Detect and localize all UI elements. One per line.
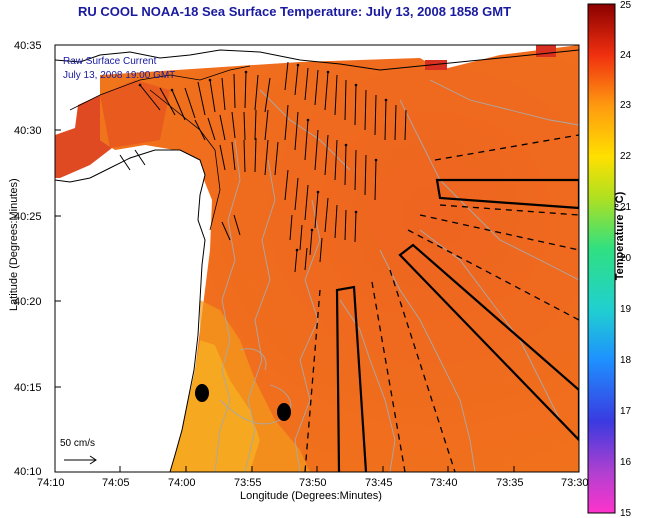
axis-ticks (54, 44, 580, 473)
cb-tick: 23 (620, 100, 632, 111)
coast-north (55, 49, 579, 71)
current-vectors (119, 61, 407, 273)
scale-arrow (64, 455, 97, 465)
vector-heads (138, 63, 388, 252)
sst-warm-patch-2 (100, 80, 170, 148)
cb-tick: 20 (620, 253, 632, 264)
mooring-marker-1 (195, 384, 209, 402)
cb-tick: 17 (620, 406, 632, 417)
cb-tick: 18 (620, 355, 632, 366)
cb-tick: 22 (620, 151, 632, 162)
y-axis-label: Latitude (Degrees:Minutes) (8, 178, 20, 311)
sst-hot-pixel-2 (536, 45, 556, 57)
bathymetry-contours (214, 79, 579, 472)
sst-warm-patch (55, 95, 112, 178)
y-tick: 40:25 (14, 211, 42, 223)
colorbar (587, 3, 616, 514)
x-tick: 73:40 (430, 477, 458, 489)
x-tick: 73:55 (234, 477, 262, 489)
cb-tick: 19 (620, 304, 632, 315)
cb-tick: 15 (620, 508, 632, 518)
legend-line-2: July 13, 2008 19:00 GMT (63, 70, 175, 81)
sst-cool-coastal (170, 340, 260, 472)
land-nj (55, 149, 206, 472)
legend-line-1: Raw Surface Current (63, 56, 157, 67)
cb-tick: 24 (620, 50, 632, 61)
x-tick: 73:30 (561, 477, 589, 489)
colorbar-ticks: 25 24 23 22 21 20 19 18 17 16 15 (620, 0, 632, 518)
x-tick: 74:10 (37, 477, 65, 489)
y-tick-labels: 40:35 40:30 40:25 40:20 40:15 40:10 (14, 40, 42, 478)
mooring-marker-2 (277, 403, 291, 421)
x-tick: 74:05 (102, 477, 130, 489)
sst-hot-pixel (425, 60, 447, 70)
survey-polygons (335, 178, 579, 472)
colorbar-label: Temperature (°C) (614, 191, 626, 281)
scale-label: 50 cm/s (60, 438, 95, 449)
y-tick: 40:35 (14, 40, 42, 52)
cb-tick: 16 (620, 457, 632, 468)
y-tick: 40:15 (14, 382, 42, 394)
dashed-tracks (304, 134, 579, 472)
sst-cool-coastal-2 (200, 300, 310, 472)
x-tick: 74:00 (168, 477, 196, 489)
x-tick: 73:35 (496, 477, 524, 489)
x-tick: 73:50 (299, 477, 327, 489)
cb-tick: 21 (620, 202, 632, 213)
cb-tick: 25 (620, 0, 632, 11)
x-tick-labels: 74:10 74:05 74:00 73:55 73:50 73:45 73:4… (37, 477, 589, 489)
y-tick: 40:10 (14, 466, 42, 478)
y-tick: 40:30 (14, 125, 42, 137)
x-tick: 73:45 (365, 477, 393, 489)
y-tick: 40:20 (14, 296, 42, 308)
coast-inner (69, 65, 251, 111)
